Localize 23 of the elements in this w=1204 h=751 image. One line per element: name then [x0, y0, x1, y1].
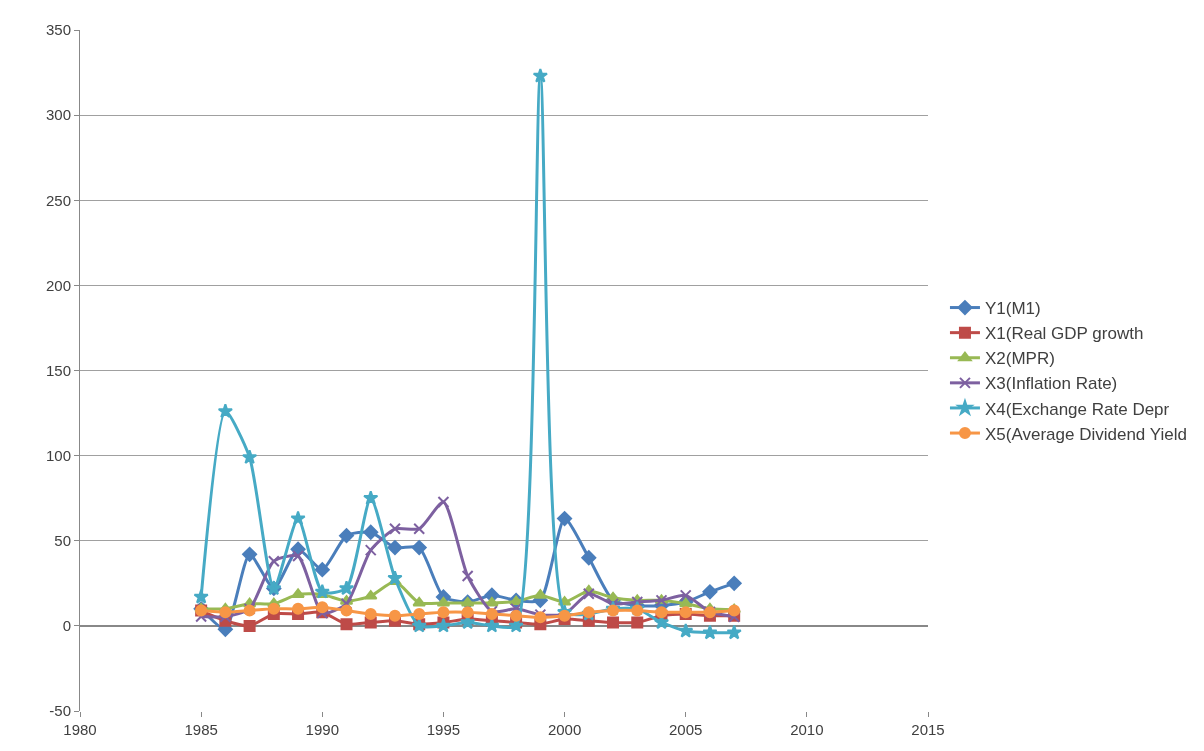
- legend-label: X5(Average Dividend Yield: [984, 424, 1187, 444]
- y-tick-label: 0: [62, 617, 71, 635]
- x-tick-label: 2000: [547, 721, 582, 738]
- y-tick-label: 350: [45, 21, 71, 39]
- x-tick-label: 2010: [790, 721, 824, 738]
- x-tick-label: 1990: [305, 721, 339, 738]
- y-tick-label: 50: [54, 532, 71, 549]
- legend-label: X3(Inflation Rate): [984, 374, 1118, 394]
- legend-label: X2(MPR): [984, 349, 1055, 369]
- x-tick-label: 2005: [669, 721, 703, 738]
- x-tick-label: 1995: [426, 721, 461, 738]
- y-tick-label: -50: [49, 702, 71, 720]
- legend-label: X1(Real GDP growth: [984, 324, 1144, 344]
- y-tick-label: 200: [45, 276, 71, 294]
- x-tick-label: 2015: [911, 721, 945, 738]
- y-tick-label: 150: [45, 361, 71, 379]
- y-tick-label: 250: [45, 191, 71, 209]
- x-tick-label: 1985: [184, 721, 218, 738]
- x-tick-label: 1980: [63, 721, 97, 738]
- legend-label: Y1(M1): [984, 299, 1041, 319]
- y-tick-label: 100: [45, 446, 71, 464]
- y-tick-label: 300: [45, 106, 71, 124]
- legend-label: X4(Exchange Rate Depr: [984, 399, 1170, 419]
